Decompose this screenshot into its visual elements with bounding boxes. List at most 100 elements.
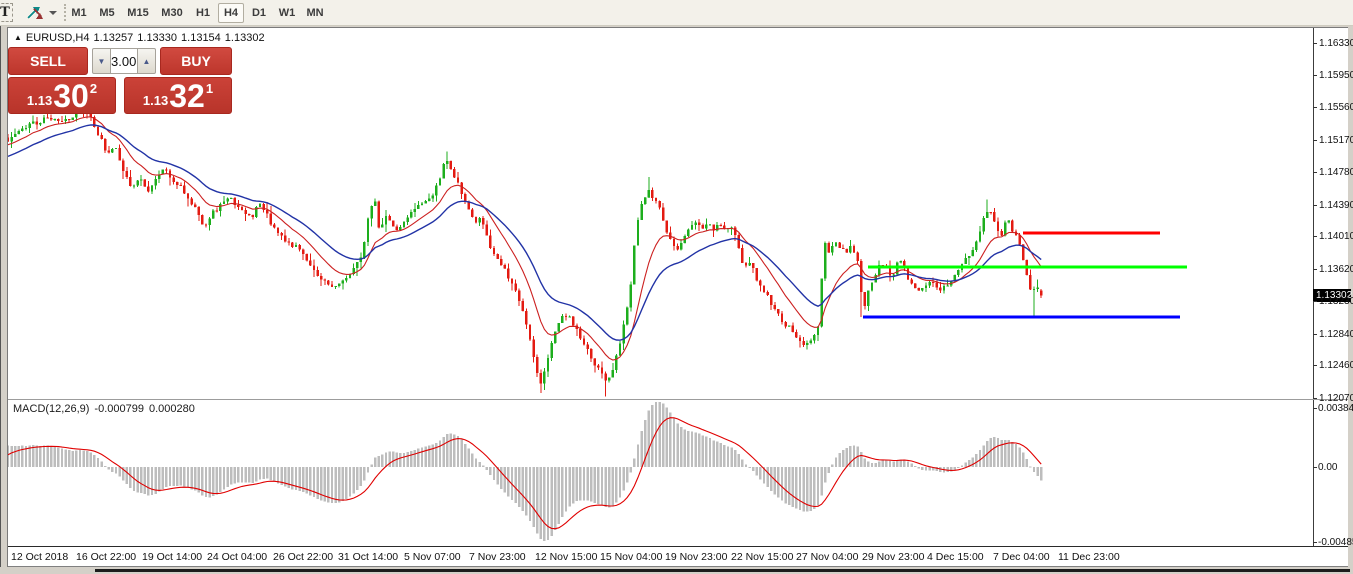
candle-body: [327, 280, 330, 285]
macd-histogram-bar: [305, 467, 308, 494]
arrows-tool-button[interactable]: [24, 3, 60, 22]
price-axis-label: 1.14390: [1319, 200, 1353, 211]
one-click-trading-panel: SELL ▼ 3.00 ▲ BUY 1.13 30 2 1.13 32 1: [8, 47, 232, 114]
macd-histogram-bar: [647, 410, 650, 467]
candle-body: [978, 231, 982, 242]
macd-histogram-bar: [813, 467, 816, 509]
candle-body: [579, 329, 582, 339]
macd-histogram-bar: [831, 464, 834, 467]
macd-histogram-bar: [593, 467, 596, 504]
macd-histogram-bar: [201, 467, 204, 496]
macd-histogram-bar: [399, 453, 402, 467]
macd-histogram-bar: [230, 467, 233, 485]
macd-histogram-bar: [960, 465, 964, 467]
price-axis-label: 1.12840: [1319, 329, 1353, 340]
candle-body: [993, 212, 996, 222]
macd-histogram-bar: [770, 467, 773, 492]
macd-histogram-bar: [446, 434, 449, 467]
price-axis-label: 1.16330: [1319, 38, 1353, 49]
chart-scroll-range-indicator[interactable]: [95, 569, 1350, 572]
candle-body: [618, 343, 622, 356]
candle-body: [554, 331, 557, 343]
candle-body: [118, 148, 121, 161]
candle-body: [392, 220, 395, 227]
candle-body: [568, 316, 571, 318]
ema-slow-line: [8, 124, 1042, 341]
text-tool-button[interactable]: T: [0, 3, 13, 22]
main-chart-canvas[interactable]: [8, 28, 1313, 400]
candle-body: [338, 283, 341, 287]
macd-histogram-bar: [672, 418, 676, 467]
candle-body: [647, 189, 650, 198]
macd-histogram-bar: [550, 467, 553, 536]
macd-histogram-bar: [1022, 452, 1025, 467]
buy-button[interactable]: BUY: [160, 47, 232, 75]
timeframe-button-M5[interactable]: M5: [99, 7, 115, 19]
buy-price-box[interactable]: 1.13 32 1: [124, 77, 232, 114]
candle-body: [460, 182, 463, 194]
candle-body: [197, 207, 200, 215]
macd-histogram-bar: [190, 467, 193, 490]
macd-histogram-bar: [687, 430, 690, 467]
volume-decrease-button[interactable]: ▼: [92, 48, 111, 74]
sell-pipette: 2: [89, 81, 98, 96]
macd-histogram-bar: [784, 467, 787, 504]
timeframe-button-M30[interactable]: M30: [161, 7, 183, 19]
volume-increase-button[interactable]: ▲: [137, 48, 156, 74]
macd-histogram-bar: [507, 467, 510, 497]
macd-histogram-bar: [341, 467, 344, 501]
macd-histogram-bar: [330, 467, 334, 504]
macd-histogram-bar: [28, 445, 31, 467]
candle-body: [762, 285, 766, 292]
macd-histogram-bar: [518, 467, 521, 507]
candle-body: [129, 176, 132, 187]
macd-histogram-bar: [294, 467, 298, 491]
macd-histogram-bar: [320, 467, 323, 501]
candle-body: [633, 245, 636, 285]
timeframe-button-H4[interactable]: H4: [218, 3, 244, 23]
macd-histogram-bar: [100, 461, 103, 467]
timeframe-button-D1[interactable]: D1: [251, 7, 267, 19]
macd-histogram-bar: [471, 453, 474, 467]
price-axis-tick: [1313, 205, 1317, 206]
macd-histogram-bar: [75, 450, 78, 467]
time-axis-label: 22 Nov 15:00: [731, 551, 794, 563]
macd-histogram-bar: [377, 456, 380, 467]
macd-histogram-bar: [978, 450, 982, 467]
timeframe-button-W1[interactable]: W1: [278, 7, 296, 19]
candle-body: [305, 253, 308, 261]
macd-histogram-bar: [53, 446, 56, 467]
candle-body: [903, 260, 906, 268]
timeframe-button-H1[interactable]: H1: [195, 7, 211, 19]
indicator-splitter[interactable]: [8, 399, 1348, 400]
candle-body: [1032, 288, 1036, 290]
macd-histogram-bar: [474, 458, 478, 467]
candle-body: [208, 218, 211, 225]
timeframe-button-M15[interactable]: M15: [127, 7, 149, 19]
sell-pips: 30: [53, 77, 89, 114]
sell-price-box[interactable]: 1.13 30 2: [8, 77, 116, 114]
macd-histogram-bar: [950, 467, 953, 472]
macd-histogram-bar: [410, 450, 413, 467]
timeframe-button-MN[interactable]: MN: [306, 7, 324, 19]
candle-body: [294, 244, 298, 247]
macd-histogram-bar: [982, 445, 985, 467]
candle-body: [413, 208, 416, 213]
candle-body: [597, 365, 600, 368]
volume-field[interactable]: 3.00: [111, 48, 137, 74]
macd-canvas[interactable]: [8, 400, 1313, 546]
macd-histogram-bar: [172, 467, 175, 486]
candle-body: [449, 161, 452, 169]
macd-histogram-bar: [762, 467, 766, 484]
candle-body: [622, 324, 625, 344]
candle-body: [766, 291, 769, 296]
timeframe-button-M1[interactable]: M1: [71, 7, 87, 19]
candle-body: [1000, 230, 1003, 236]
candle-body: [687, 229, 690, 237]
macd-histogram-bar: [428, 445, 431, 467]
time-axis-label: 31 Oct 14:00: [338, 551, 399, 563]
candle-body: [500, 259, 503, 265]
candle-body: [330, 284, 334, 287]
sell-button[interactable]: SELL: [8, 47, 88, 75]
candle-body: [878, 265, 881, 276]
